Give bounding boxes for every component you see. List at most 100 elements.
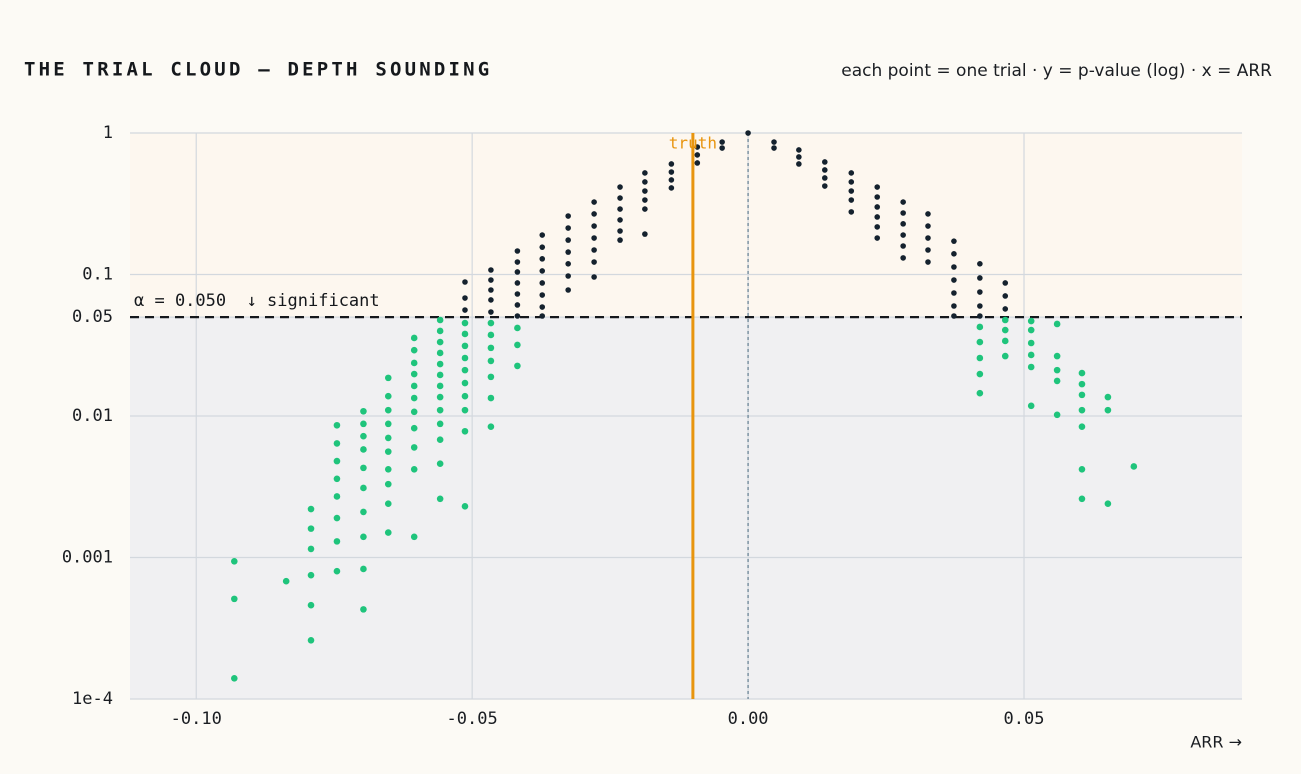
- trial-point: [668, 169, 675, 175]
- trial-point: [874, 235, 881, 241]
- trial-point: [384, 392, 392, 400]
- truth-label: truth: [669, 134, 717, 153]
- trial-point: [925, 223, 931, 229]
- trial-point: [384, 406, 392, 414]
- trial-point: [977, 261, 983, 267]
- trial-point: [360, 432, 367, 440]
- trial-point: [384, 448, 392, 455]
- trial-point: [976, 323, 984, 331]
- trial-point: [410, 466, 418, 473]
- trial-point: [462, 307, 468, 313]
- trial-point: [617, 184, 623, 190]
- trial-point: [360, 508, 367, 516]
- trial-point: [307, 571, 315, 579]
- trial-point: [514, 291, 521, 297]
- trial-point: [591, 259, 597, 265]
- trial-point: [488, 267, 494, 273]
- x-tick-label: -0.05: [447, 709, 498, 729]
- trial-point: [668, 161, 675, 167]
- trial-point: [410, 334, 418, 342]
- trial-point: [617, 217, 623, 223]
- trial-point: [514, 313, 521, 319]
- trial-point: [591, 247, 597, 253]
- trial-point: [333, 421, 341, 429]
- trial-point: [410, 394, 418, 402]
- trial-point: [488, 309, 494, 315]
- trial-point: [436, 460, 444, 468]
- trial-point: [487, 331, 495, 339]
- trial-point: [360, 606, 367, 613]
- trial-point: [976, 354, 984, 362]
- trial-point: [565, 237, 571, 243]
- trial-point: [539, 244, 546, 250]
- trial-point: [874, 184, 881, 190]
- trial-point: [796, 147, 802, 153]
- trial-point: [514, 362, 521, 370]
- trial-point: [874, 214, 881, 220]
- trial-point: [384, 374, 392, 382]
- trial-point: [565, 273, 571, 279]
- trial-point: [1027, 317, 1035, 325]
- trial-point: [514, 341, 521, 349]
- trial-point: [333, 475, 341, 483]
- trial-point: [617, 195, 623, 201]
- trial-point: [282, 577, 290, 585]
- trial-point: [333, 493, 341, 500]
- trial-point: [821, 159, 828, 165]
- trial-point: [436, 349, 444, 357]
- trial-point: [360, 484, 367, 492]
- trial-point: [642, 206, 648, 212]
- trial-point: [1104, 500, 1112, 508]
- trial-point: [436, 327, 444, 335]
- y-tick-label: 0.001: [62, 548, 113, 568]
- trial-point: [360, 565, 367, 573]
- trial-point: [307, 545, 315, 553]
- trial-point: [436, 316, 444, 324]
- trial-point: [487, 344, 495, 352]
- trial-point: [1001, 326, 1009, 334]
- trial-point: [1078, 369, 1086, 377]
- trial-point: [1078, 466, 1086, 473]
- trial-point: [461, 319, 469, 327]
- trial-point: [487, 373, 495, 381]
- trial-point: [951, 290, 957, 296]
- y-tick-label: 0.01: [72, 406, 113, 426]
- trial-point: [488, 287, 494, 293]
- trial-point: [1002, 293, 1009, 299]
- trial-point: [642, 197, 648, 203]
- trial-point: [565, 213, 571, 219]
- trial-point: [436, 420, 444, 428]
- trial-point: [461, 366, 469, 374]
- trial-point: [462, 295, 468, 301]
- trial-point: [461, 427, 469, 435]
- trial-point: [488, 277, 494, 283]
- trial-point: [668, 177, 675, 183]
- trial-point: [436, 371, 444, 379]
- x-tick-label: 0.05: [1004, 709, 1045, 729]
- trial-point: [231, 675, 238, 682]
- trial-point: [1078, 495, 1086, 503]
- trial-point: [976, 338, 984, 346]
- trial-point: [514, 269, 521, 275]
- trial-point: [514, 302, 521, 308]
- trial-point: [436, 495, 444, 503]
- chart-subtitle: each point = one trial · y = p-value (lo…: [841, 61, 1272, 81]
- trial-point: [1027, 326, 1035, 334]
- trial-point: [925, 211, 931, 217]
- trial-point: [951, 303, 957, 309]
- trial-point: [796, 154, 802, 160]
- trial-point: [231, 595, 238, 603]
- trial-point: [333, 567, 341, 575]
- trial-point: [436, 360, 444, 368]
- trial-point: [1001, 316, 1009, 324]
- trial-point: [514, 324, 521, 332]
- trial-point: [1001, 337, 1009, 345]
- trial-point: [565, 287, 571, 293]
- trial-point: [977, 303, 983, 309]
- trial-point: [1053, 366, 1061, 374]
- trial-point: [539, 292, 546, 298]
- trial-point: [487, 423, 495, 431]
- trial-point: [461, 330, 469, 338]
- trial-point: [384, 466, 392, 473]
